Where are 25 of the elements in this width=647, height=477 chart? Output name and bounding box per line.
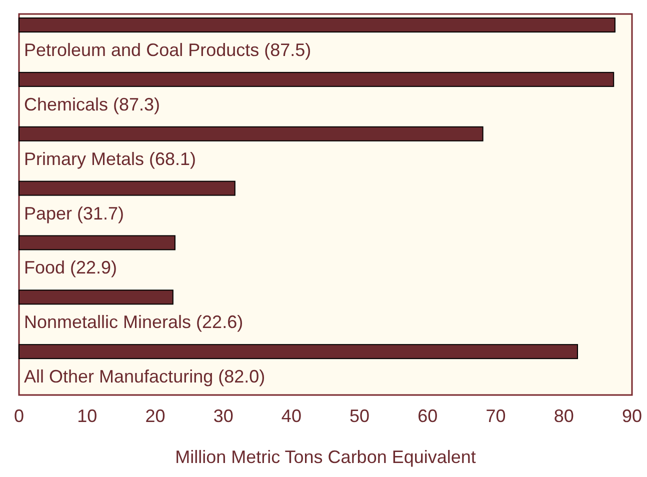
x-tick-label: 20 [145,406,166,426]
x-tick-label: 90 [622,406,642,426]
x-axis-title: Million Metric Tons Carbon Equivalent [175,447,476,467]
y-tick-label: All Other Manufacturing (82.0) [24,366,266,387]
bar [18,290,174,305]
y-tick-label: Primary Metals (68.1) [24,148,196,169]
x-tick-label: 60 [418,406,438,426]
bar [18,344,578,360]
x-tick-label: 30 [213,406,234,426]
y-tick-label: Nonmetallic Minerals (22.6) [24,312,244,332]
y-tick-label: Chemicals (87.3) [24,94,160,114]
bar [18,126,484,142]
bar [18,18,616,32]
x-tick-label: 70 [486,406,506,426]
y-tick-label: Food (22.9) [24,258,118,278]
x-tick-label: 50 [350,406,370,426]
bar [18,72,614,87]
y-tick-label: Paper (31.7) [24,203,124,224]
x-tick-label: 10 [77,406,98,426]
bar [18,180,236,196]
bar [18,235,176,250]
x-tick-label: 0 [14,406,24,426]
x-tick-label: 40 [281,406,302,426]
x-tick-label: 80 [554,406,574,426]
y-tick-label: Petroleum and Coal Products (87.5) [24,40,312,60]
